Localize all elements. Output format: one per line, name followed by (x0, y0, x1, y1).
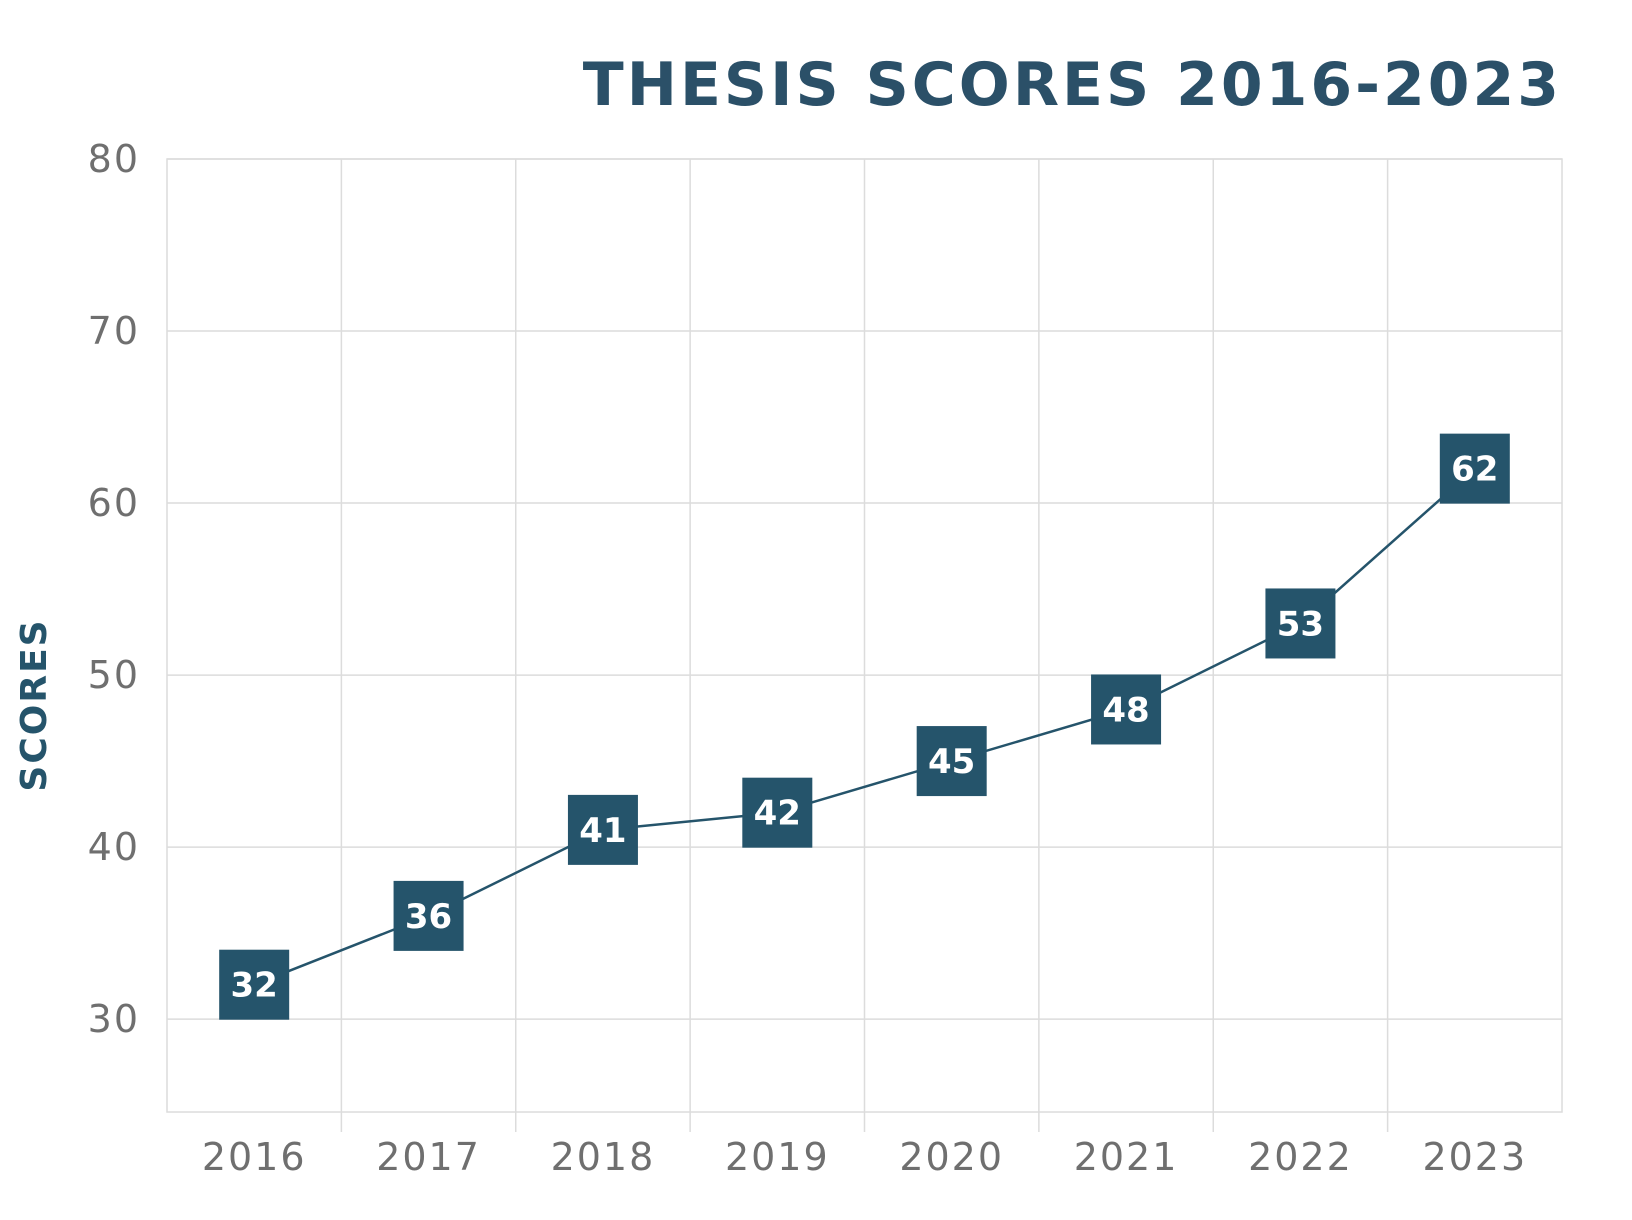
y-axis: 30 40 50 60 70 80 (88, 137, 140, 1041)
data-marker (1091, 674, 1162, 745)
data-point: 62 (1439, 433, 1510, 504)
data-point: 41 (567, 794, 638, 865)
x-tick-label: 2020 (899, 1135, 1004, 1179)
x-axis: 2016 2017 2018 2019 2020 2021 2022 2023 (202, 1135, 1527, 1179)
data-label: 42 (754, 794, 801, 834)
data-label: 41 (579, 811, 626, 851)
data-marker (567, 794, 638, 865)
data-label: 45 (928, 742, 975, 782)
data-point: 53 (1265, 588, 1336, 659)
y-tick-label: 60 (88, 481, 140, 525)
data-label: 53 (1277, 604, 1324, 644)
x-tick-label: 2019 (725, 1135, 830, 1179)
y-tick-label: 40 (88, 825, 140, 869)
data-point: 42 (742, 777, 813, 848)
data-marker (1439, 433, 1510, 504)
data-marker (393, 880, 464, 951)
chart-title: THESIS SCORES 2016-2023 (583, 50, 1562, 120)
y-tick-label: 50 (88, 653, 140, 697)
x-tick-label: 2023 (1422, 1135, 1527, 1179)
y-tick-label: 80 (88, 137, 140, 181)
data-label: 62 (1451, 450, 1498, 490)
x-tick-label: 2018 (551, 1135, 656, 1179)
data-label: 32 (231, 966, 278, 1006)
x-tick-label: 2022 (1248, 1135, 1353, 1179)
data-marker (219, 949, 290, 1020)
data-point: 36 (393, 880, 464, 951)
y-tick-label: 70 (88, 309, 140, 353)
x-tick-label: 2016 (202, 1135, 307, 1179)
x-tick-label: 2021 (1074, 1135, 1179, 1179)
data-marker (742, 777, 813, 848)
y-tick-label: 30 (88, 997, 140, 1041)
data-label: 36 (405, 897, 452, 937)
grid (166, 158, 1563, 1132)
data-label: 48 (1102, 690, 1149, 730)
x-tick-label: 2017 (376, 1135, 481, 1179)
data-point: 32 (219, 949, 290, 1020)
data-marker (916, 726, 987, 797)
data-marker (1265, 588, 1336, 659)
data-point: 48 (1091, 674, 1162, 745)
data-point: 45 (916, 726, 987, 797)
y-axis-label: SCORES (14, 618, 55, 791)
data-markers: 32 36 41 42 45 48 53 62 (219, 433, 1510, 1020)
